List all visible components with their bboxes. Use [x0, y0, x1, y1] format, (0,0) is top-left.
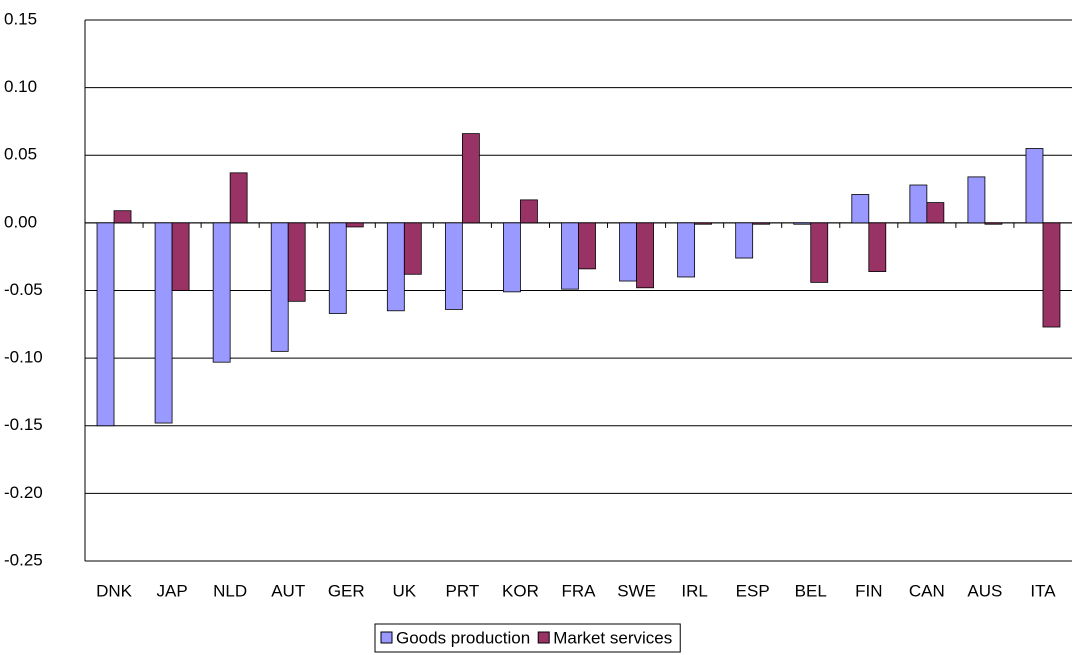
- y-tick-label: -0.20: [4, 483, 43, 502]
- x-tick-label: GER: [328, 581, 365, 600]
- x-tick-label: BEL: [795, 581, 827, 600]
- y-tick-label: 0.10: [4, 77, 37, 96]
- x-tick-label: FIN: [855, 581, 882, 600]
- x-tick-label: ESP: [736, 581, 770, 600]
- legend-label: Goods production: [396, 628, 530, 647]
- x-tick-label: AUT: [271, 581, 305, 600]
- legend-swatch: [537, 631, 550, 644]
- x-tick-label: JAP: [156, 581, 187, 600]
- bar: [561, 222, 579, 290]
- bar: [735, 222, 754, 259]
- x-tick-label: UK: [393, 581, 417, 600]
- bar: [868, 222, 887, 272]
- bar: [328, 222, 347, 314]
- bar: [967, 176, 986, 224]
- y-tick-label: 0.05: [4, 145, 37, 164]
- bar: [287, 222, 306, 302]
- bar: [520, 199, 538, 224]
- x-tick-label: IRL: [681, 581, 707, 600]
- bar: [403, 222, 422, 275]
- bar: [752, 222, 771, 225]
- legend-box: [374, 623, 681, 653]
- bar: [851, 194, 870, 224]
- legend-swatch: [380, 631, 393, 644]
- y-tick-label: -0.10: [4, 348, 43, 367]
- bar: [578, 222, 596, 270]
- x-tick-label: KOR: [502, 581, 539, 600]
- x-tick-label: PRT: [446, 581, 480, 600]
- bar: [154, 222, 173, 424]
- bar: [1025, 148, 1044, 224]
- bar: [345, 222, 364, 228]
- x-tick-label: ITA: [1030, 581, 1056, 600]
- legend: Goods production Market services: [374, 623, 681, 653]
- x-tick-label: SWE: [617, 581, 656, 600]
- y-tick-label: 0.00: [4, 212, 37, 231]
- bar: [810, 222, 829, 283]
- x-tick-label: FRA: [562, 581, 597, 600]
- x-tick-label: CAN: [909, 581, 945, 600]
- y-tick-label: -0.05: [4, 280, 43, 299]
- bar: [113, 210, 132, 224]
- bar: [1042, 222, 1061, 328]
- bar: [694, 222, 713, 225]
- bar: [229, 172, 248, 224]
- bar: [984, 222, 1003, 225]
- bar: [636, 222, 654, 289]
- bar: [96, 222, 115, 427]
- bar: [171, 222, 190, 291]
- bar: [461, 133, 480, 224]
- bar: [909, 184, 928, 224]
- bar: [212, 222, 231, 363]
- bar: [270, 222, 289, 352]
- legend-label: Market services: [553, 628, 672, 647]
- bar: [677, 222, 696, 278]
- bar: [793, 222, 812, 225]
- bar: [619, 222, 637, 282]
- x-tick-label: AUS: [967, 581, 1002, 600]
- y-tick-label: -0.15: [4, 415, 43, 434]
- y-tick-label: -0.25: [4, 550, 43, 569]
- x-tick-label: DNK: [96, 581, 133, 600]
- bar: [503, 222, 521, 293]
- bar: [386, 222, 405, 312]
- bar: [444, 222, 463, 310]
- x-tick-label: NLD: [213, 581, 247, 600]
- bar: [926, 202, 945, 224]
- y-tick-label: 0.15: [4, 9, 37, 28]
